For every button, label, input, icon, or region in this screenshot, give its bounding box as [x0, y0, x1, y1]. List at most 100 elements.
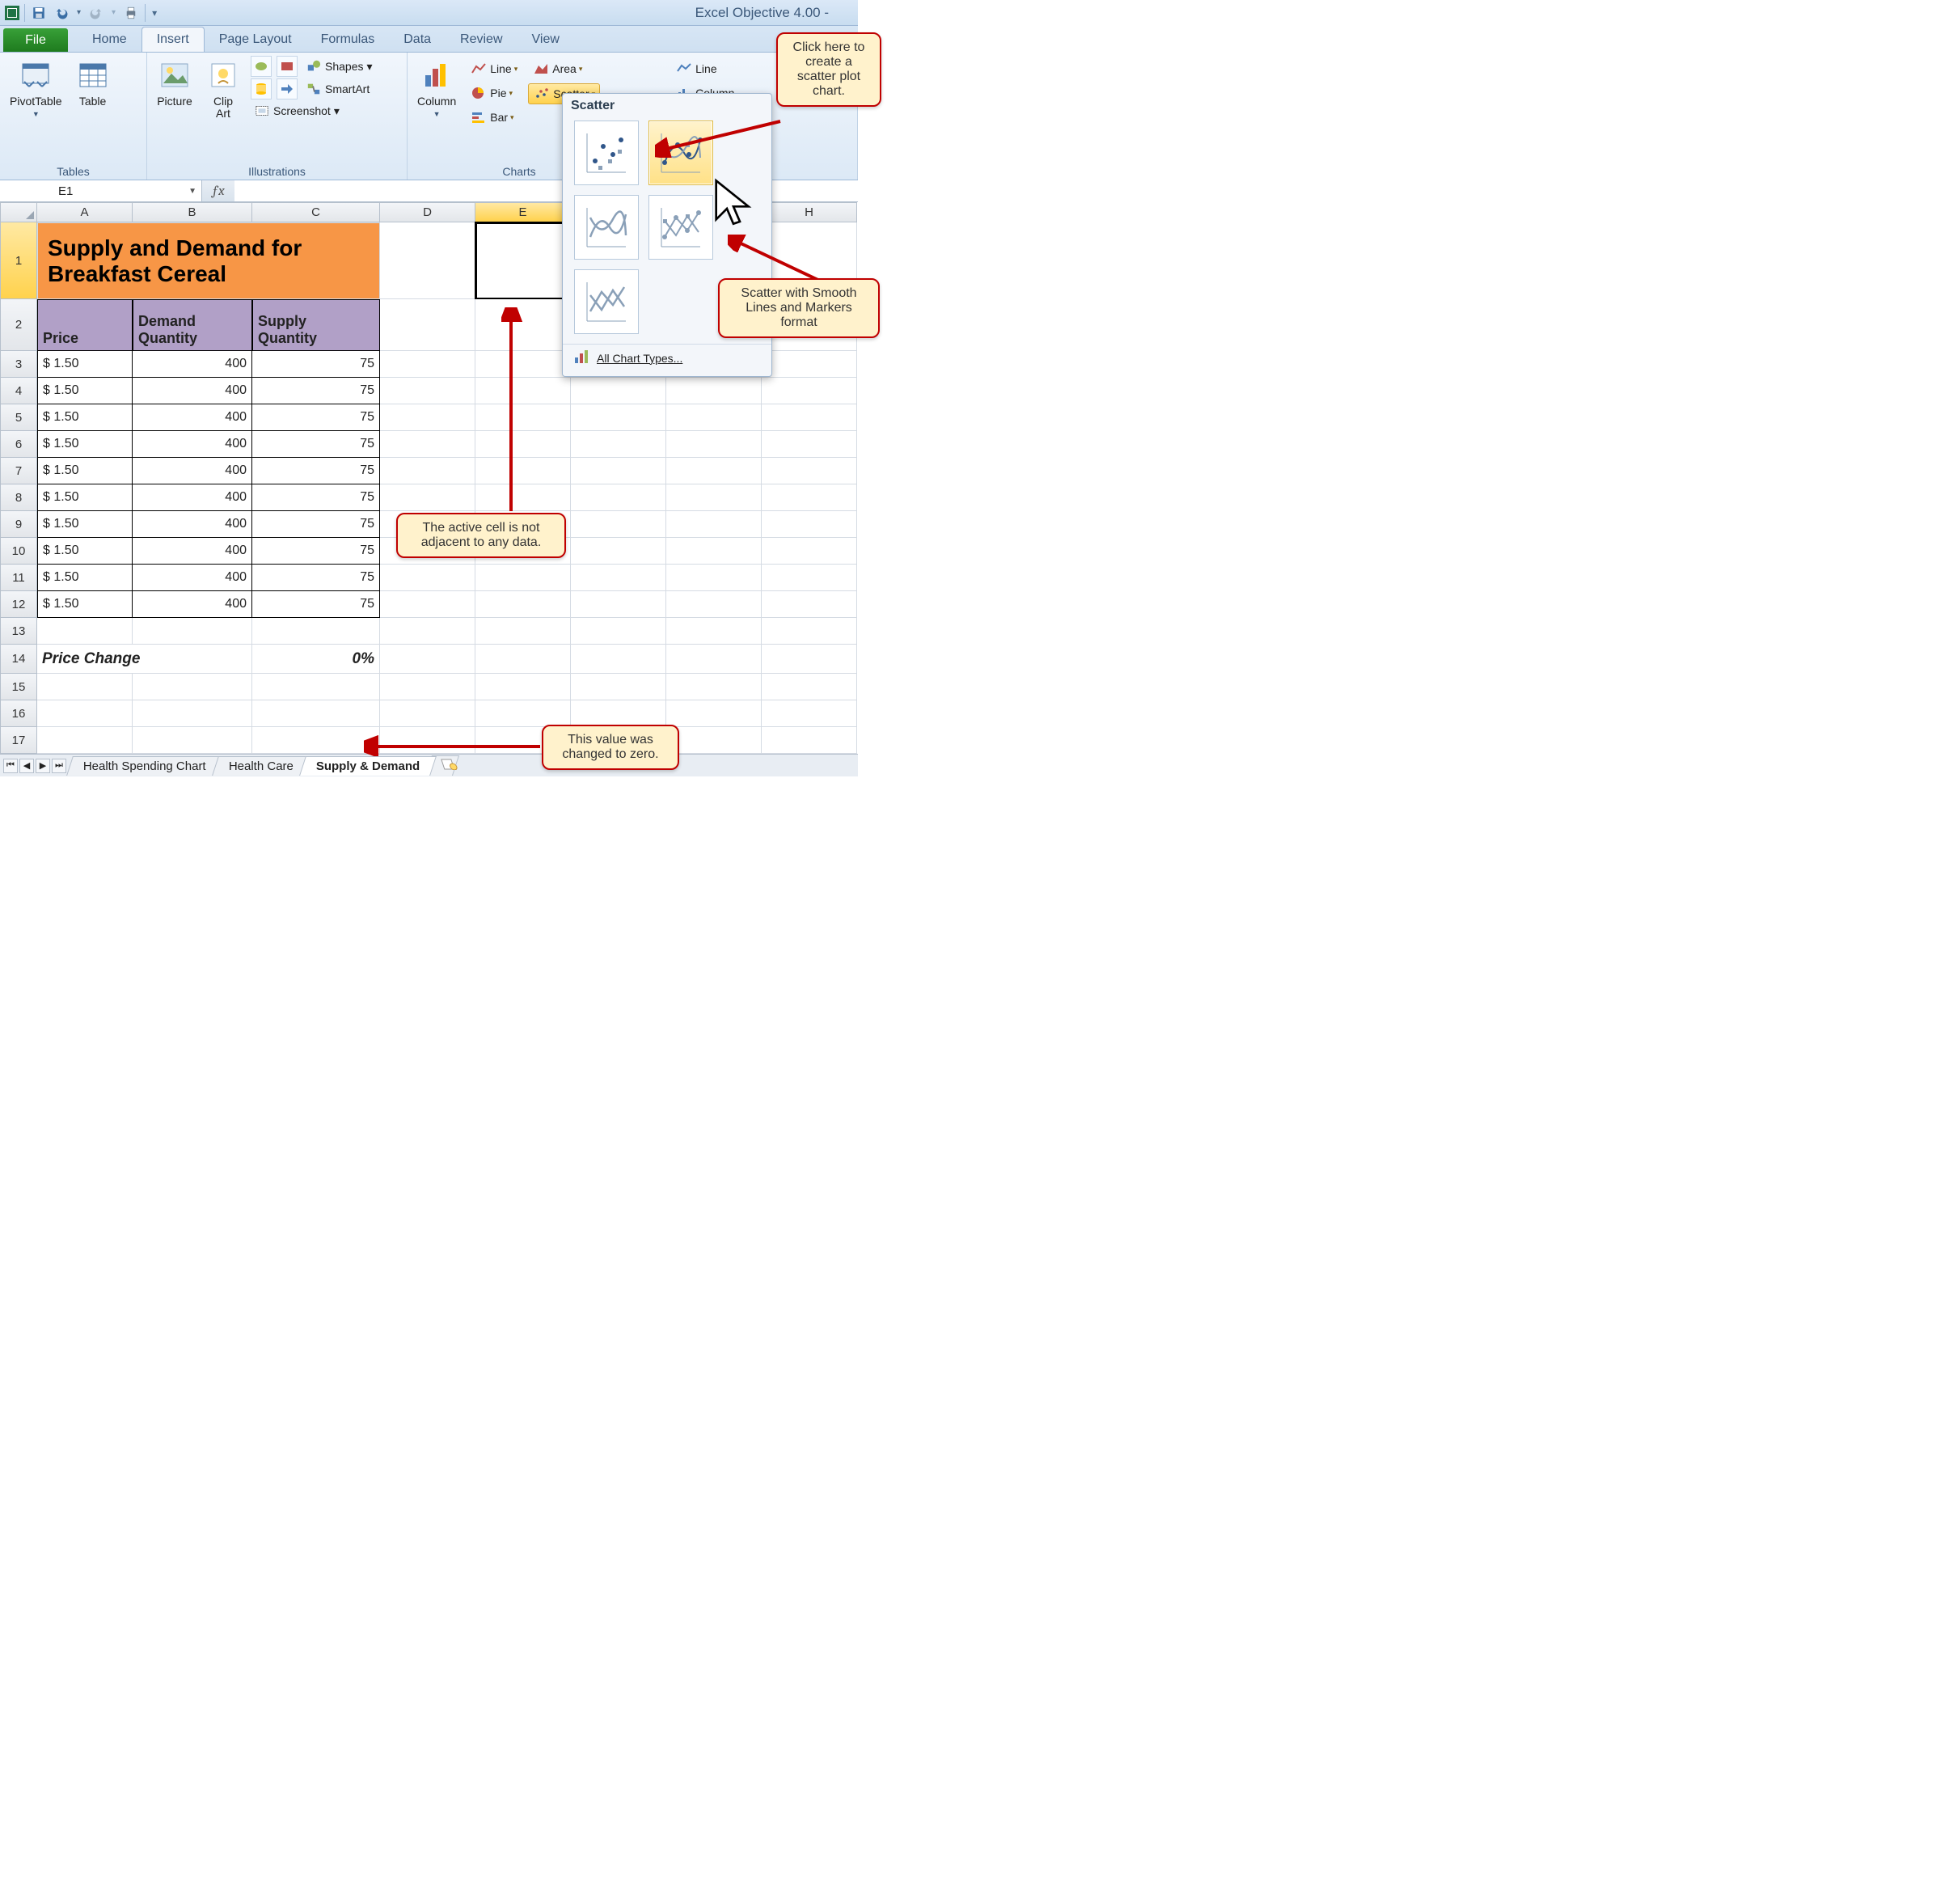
cell[interactable]: 400 — [133, 484, 252, 511]
cell[interactable]: $ 1.50 — [37, 404, 133, 431]
row-header[interactable]: 14 — [0, 645, 37, 674]
tab-first[interactable]: ⏮ — [3, 759, 18, 773]
file-tab[interactable]: File — [3, 28, 68, 52]
select-all-button[interactable] — [0, 202, 37, 222]
row-header[interactable]: 12 — [0, 591, 37, 618]
shapes-button[interactable]: Shapes▾ — [302, 56, 376, 77]
sheet-tab[interactable]: Supply & Demand — [299, 756, 437, 776]
tab-data[interactable]: Data — [389, 27, 446, 52]
name-box[interactable]: E1 ▼ — [0, 180, 202, 201]
redo-dropdown[interactable]: ▾ — [110, 8, 117, 17]
screenshot-button[interactable]: Screenshot▾ — [251, 101, 376, 121]
picture-button[interactable]: Picture — [154, 56, 196, 109]
cell[interactable]: $ 1.50 — [37, 511, 133, 538]
shape-cyl-icon[interactable] — [251, 78, 272, 99]
cell[interactable]: 75 — [252, 591, 380, 618]
row-header[interactable]: 4 — [0, 378, 37, 404]
sparkline-line-button[interactable]: Line — [671, 59, 738, 78]
cell[interactable]: 400 — [133, 431, 252, 458]
area-chart-button[interactable]: Area▾ — [528, 59, 600, 78]
cell[interactable]: 400 — [133, 404, 252, 431]
row-header[interactable]: 3 — [0, 351, 37, 378]
row-header[interactable]: 11 — [0, 565, 37, 591]
cell[interactable]: 75 — [252, 351, 380, 378]
tab-prev[interactable]: ◀ — [19, 759, 34, 773]
cell[interactable]: 400 — [133, 511, 252, 538]
cell[interactable]: 75 — [252, 511, 380, 538]
cell[interactable]: 400 — [133, 458, 252, 484]
cell[interactable]: 400 — [133, 351, 252, 378]
cell[interactable]: 400 — [133, 538, 252, 565]
cell[interactable]: 75 — [252, 378, 380, 404]
header-cell[interactable]: DemandQuantity — [133, 299, 252, 351]
tab-page-layout[interactable]: Page Layout — [205, 27, 306, 52]
row-header[interactable]: 15 — [0, 674, 37, 700]
row-header[interactable]: 9 — [0, 511, 37, 538]
cell[interactable]: 75 — [252, 458, 380, 484]
row-header[interactable]: 2 — [0, 299, 37, 351]
scatter-markers-only[interactable] — [574, 121, 639, 185]
row-header[interactable]: 5 — [0, 404, 37, 431]
tab-review[interactable]: Review — [446, 27, 517, 52]
cell[interactable]: $ 1.50 — [37, 565, 133, 591]
sheet-tab[interactable]: Health Spending Chart — [66, 756, 223, 776]
row-header[interactable]: 10 — [0, 538, 37, 565]
all-chart-types[interactable]: All Chart Types... — [563, 344, 771, 371]
quick-print-icon[interactable] — [122, 4, 140, 22]
clip-art-button[interactable]: Clip Art — [202, 56, 244, 122]
cell[interactable]: $ 1.50 — [37, 431, 133, 458]
row-header[interactable]: 8 — [0, 484, 37, 511]
cell[interactable]: $ 1.50 — [37, 484, 133, 511]
tab-formulas[interactable]: Formulas — [306, 27, 390, 52]
cell[interactable]: 75 — [252, 404, 380, 431]
scatter-smooth-lines[interactable] — [574, 195, 639, 260]
active-cell[interactable] — [475, 222, 571, 299]
col-header[interactable]: H — [762, 202, 857, 222]
shape-rect-icon[interactable] — [277, 56, 298, 77]
cell[interactable]: 75 — [252, 484, 380, 511]
pie-chart-button[interactable]: Pie▾ — [466, 83, 522, 103]
col-header[interactable]: D — [380, 202, 475, 222]
col-header[interactable]: E — [475, 202, 571, 222]
col-header[interactable]: C — [252, 202, 380, 222]
cell[interactable]: $ 1.50 — [37, 351, 133, 378]
title-cell[interactable]: Supply and Demand for Breakfast Cereal — [37, 222, 380, 299]
row-header[interactable]: 16 — [0, 700, 37, 727]
scatter-straight-lines[interactable] — [574, 269, 639, 334]
cell[interactable]: 0% — [252, 645, 380, 674]
row-header[interactable]: 6 — [0, 431, 37, 458]
bar-chart-button[interactable]: Bar▾ — [466, 108, 522, 127]
shape-oval-icon[interactable] — [251, 56, 272, 77]
shape-arrow-icon[interactable] — [277, 78, 298, 99]
tab-view[interactable]: View — [517, 27, 574, 52]
row-header[interactable]: 13 — [0, 618, 37, 645]
table-button[interactable]: Table — [72, 56, 114, 109]
cell[interactable]: 75 — [252, 431, 380, 458]
undo-dropdown[interactable]: ▾ — [75, 8, 82, 17]
row-header[interactable]: 1 — [0, 222, 37, 299]
tab-last[interactable]: ⏭ — [52, 759, 66, 773]
scatter-straight-lines-markers[interactable] — [648, 195, 713, 260]
sheet-tab[interactable]: Health Care — [212, 756, 310, 776]
col-header[interactable]: A — [37, 202, 133, 222]
cell[interactable]: 400 — [133, 591, 252, 618]
line-chart-button[interactable]: Line▾ — [466, 59, 522, 78]
redo-icon[interactable] — [87, 4, 105, 22]
undo-icon[interactable] — [53, 4, 70, 22]
cell[interactable]: 75 — [252, 538, 380, 565]
header-cell[interactable]: Price — [37, 299, 133, 351]
save-icon[interactable] — [30, 4, 48, 22]
cell[interactable]: 75 — [252, 565, 380, 591]
cell[interactable]: $ 1.50 — [37, 538, 133, 565]
tab-home[interactable]: Home — [78, 27, 142, 52]
row-header[interactable]: 7 — [0, 458, 37, 484]
col-header[interactable]: B — [133, 202, 252, 222]
row-header[interactable]: 17 — [0, 727, 37, 754]
column-chart-button[interactable]: Column ▼ — [414, 56, 459, 120]
tab-next[interactable]: ▶ — [36, 759, 50, 773]
smartart-button[interactable]: SmartArt — [302, 78, 373, 99]
fx-icon[interactable]: ƒx — [202, 180, 234, 201]
cell[interactable]: 400 — [133, 565, 252, 591]
qat-customize-dropdown[interactable]: ▾ — [150, 7, 158, 19]
cell[interactable]: 400 — [133, 378, 252, 404]
